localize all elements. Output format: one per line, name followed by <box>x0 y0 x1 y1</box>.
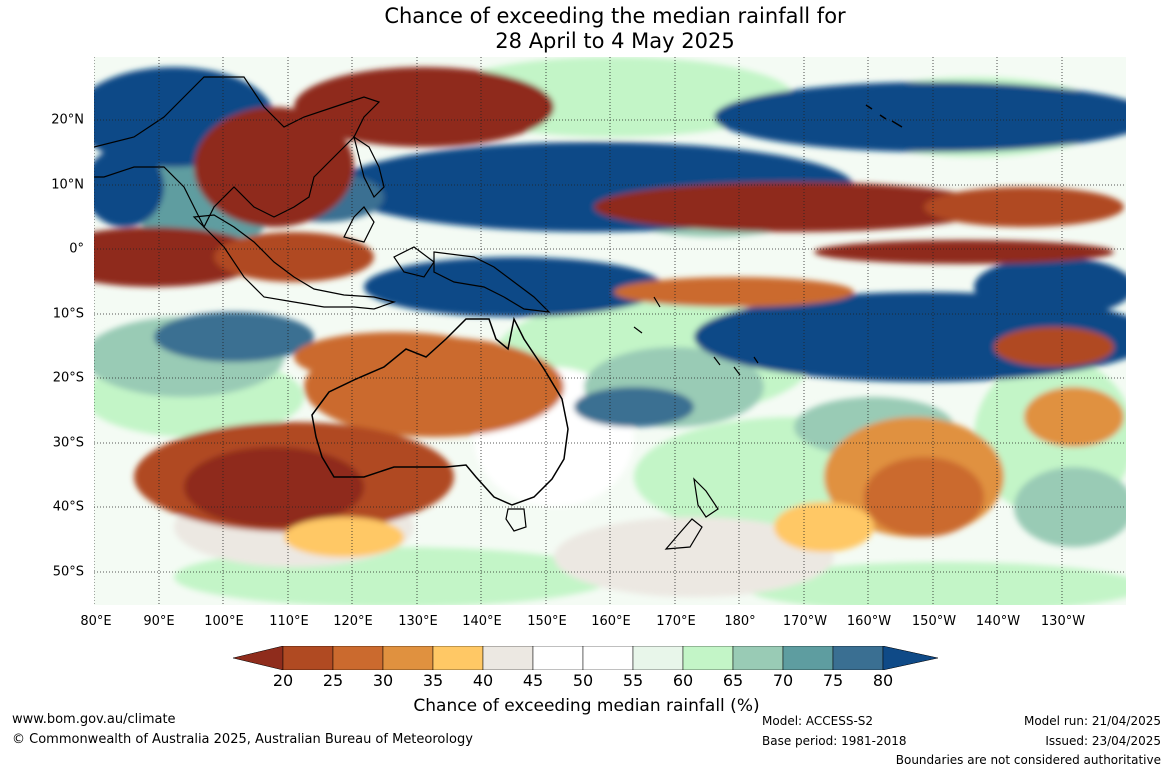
lon-label: 130°W <box>1040 614 1086 629</box>
rainfall-field <box>94 57 1126 605</box>
hawaii-outline <box>865 104 903 128</box>
colorbar-cell <box>732 646 784 670</box>
model-run-date: Model run: 21/04/2025 <box>1023 714 1161 728</box>
colorbar-tick: 70 <box>772 671 794 690</box>
lon-label: 80°E <box>80 614 112 629</box>
lon-label: 140°W <box>975 614 1021 629</box>
colorbar-cell <box>532 646 584 670</box>
lon-label: 90°E <box>143 614 175 629</box>
asia-outline <box>94 76 381 229</box>
copyright-text: © Commonwealth of Australia 2025, Austra… <box>12 732 473 747</box>
colorbar-cell <box>382 646 434 670</box>
bom-url-link[interactable]: www.bom.gov.au/climate <box>12 712 176 727</box>
lon-label: 120°E <box>333 614 373 629</box>
lat-label: 40°S <box>52 499 84 515</box>
colorbar-cell <box>282 646 334 670</box>
lon-label: 170°W <box>782 614 828 629</box>
boundaries-disclaimer: Boundaries are not considered authoritat… <box>895 753 1161 767</box>
colorbar-tick: 45 <box>522 671 544 690</box>
colorbar-cell <box>582 646 634 670</box>
colorbar-cell <box>832 646 884 670</box>
colorbar <box>233 646 939 670</box>
map-canvas <box>94 57 1126 605</box>
colorbar-tick: 80 <box>872 671 894 690</box>
colorbar-tick: 25 <box>322 671 344 690</box>
lon-label: 160°W <box>846 614 892 629</box>
colorbar-cell <box>882 646 939 670</box>
australia-outline <box>311 316 569 506</box>
colorbar-tick: 40 <box>472 671 494 690</box>
lat-label: 30°S <box>52 435 84 451</box>
title-line-1: Chance of exceeding the median rainfall … <box>384 4 846 28</box>
indonesia-outline <box>192 206 435 310</box>
issued-date: Issued: 23/04/2025 <box>1045 734 1161 748</box>
base-period: Base period: 1981-2018 <box>762 734 907 748</box>
colorbar-cell <box>482 646 534 670</box>
philippines-outline <box>353 135 385 199</box>
colorbar-tick: 30 <box>372 671 394 690</box>
lat-label: 20°N <box>51 112 84 128</box>
colorbar-cell <box>432 646 484 670</box>
tasmania-outline <box>505 508 527 532</box>
colorbar-cell <box>682 646 734 670</box>
lat-label: 10°N <box>51 177 84 193</box>
colorbar-label: Chance of exceeding median rainfall (%) <box>413 696 760 716</box>
colorbar-cell <box>233 646 284 670</box>
colorbar-tick: 20 <box>272 671 294 690</box>
lon-label: 150°E <box>527 614 567 629</box>
lat-label: 0° <box>69 241 84 257</box>
colorbar-cell <box>632 646 684 670</box>
lon-label: 180° <box>724 614 756 629</box>
lon-label: 110°E <box>269 614 309 629</box>
lat-label: 10°S <box>52 306 84 322</box>
map-title: Chance of exceeding the median rainfall … <box>0 4 1173 54</box>
png-outline <box>433 251 551 313</box>
title-line-2: 28 April to 4 May 2025 <box>495 29 735 53</box>
lat-label: 20°S <box>52 370 84 386</box>
new-zealand-outline <box>664 477 719 550</box>
map-gridlines <box>94 57 1126 605</box>
rainfall-map <box>94 57 1126 605</box>
model-name: Model: ACCESS-S2 <box>762 714 874 728</box>
colorbar-tick: 60 <box>672 671 694 690</box>
pacific-islands <box>633 296 759 376</box>
colorbar-tick: 65 <box>722 671 744 690</box>
lon-label: 160°E <box>591 614 631 629</box>
colorbar-tick: 75 <box>822 671 844 690</box>
lon-label: 150°W <box>911 614 957 629</box>
lon-label: 130°E <box>398 614 438 629</box>
colorbar-tick: 35 <box>422 671 444 690</box>
lon-label: 140°E <box>462 614 502 629</box>
colorbar-cell <box>332 646 384 670</box>
lon-label: 170°E <box>656 614 696 629</box>
colorbar-tick: 55 <box>622 671 644 690</box>
colorbar-tick: 50 <box>572 671 594 690</box>
lon-label: 100°E <box>204 614 244 629</box>
colorbar-cell <box>782 646 834 670</box>
lat-label: 50°S <box>52 564 84 580</box>
